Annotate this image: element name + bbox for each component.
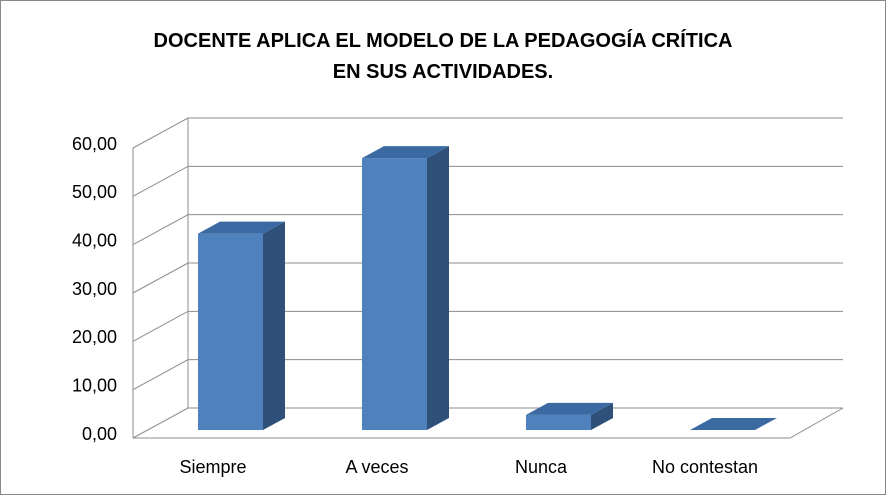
- floor: [133, 407, 844, 439]
- x-tick-label: Siempre: [179, 457, 246, 477]
- y-tick-label: 50,00: [72, 182, 117, 202]
- bar-top: [362, 146, 449, 159]
- bar-front: [526, 414, 591, 430]
- bar: [362, 146, 449, 430]
- y-tick-label: 30,00: [72, 279, 117, 299]
- bar: [690, 418, 777, 430]
- bar-side: [427, 146, 449, 430]
- x-tick-label: A veces: [345, 457, 408, 477]
- bar: [526, 402, 613, 430]
- bar-front: [198, 233, 263, 430]
- grid-line: [132, 165, 843, 197]
- bar-side: [263, 221, 285, 430]
- x-tick-label: Nunca: [515, 457, 568, 477]
- grid-line: [132, 117, 843, 149]
- chart-title: DOCENTE APLICA EL MODELO DE LA PEDAGOGÍA…: [153, 30, 733, 83]
- grid-line: [132, 310, 843, 342]
- bar-front: [362, 158, 427, 430]
- x-tick-label: No contestan: [652, 457, 758, 477]
- grid-line: [132, 214, 843, 246]
- grid-line: [132, 262, 843, 294]
- grid-line: [132, 359, 843, 391]
- bar: [198, 221, 285, 430]
- y-tick-label: 40,00: [72, 230, 117, 250]
- y-tick-label: 60,00: [72, 134, 117, 154]
- bar-top: [690, 418, 777, 430]
- bar-top: [526, 402, 613, 415]
- y-tick-label: 10,00: [72, 375, 117, 395]
- y-tick-label: 0,00: [82, 424, 117, 444]
- bar-top: [198, 221, 285, 234]
- y-tick-label: 20,00: [72, 327, 117, 347]
- grid-line: [132, 407, 843, 439]
- bar-side: [591, 402, 613, 430]
